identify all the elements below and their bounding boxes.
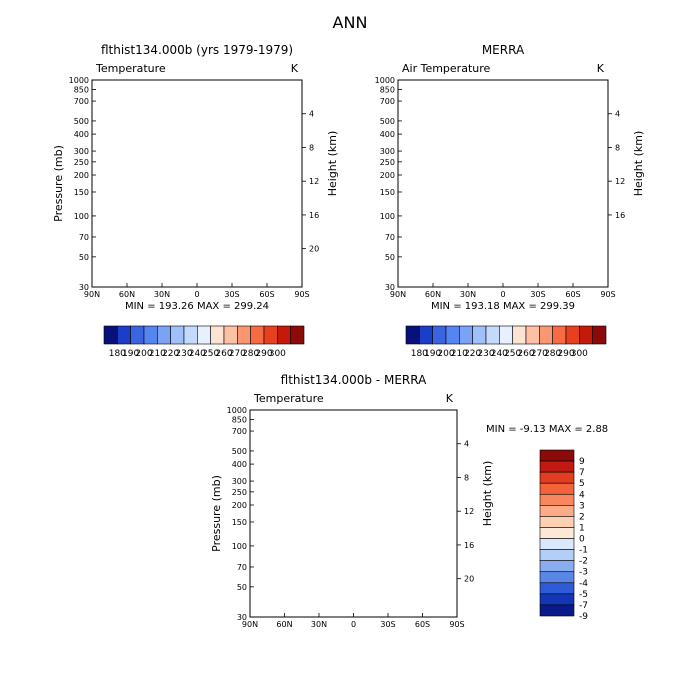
colorbar-box [263,325,278,345]
y-tick-label: 30 [79,283,89,292]
colorbar-box [290,325,305,345]
colorbar-label: 290 [255,349,272,359]
y-right-tick-label: 12 [309,177,319,186]
y-tick-label: 150 [74,188,89,197]
x-tick-label: 0 [194,290,199,299]
colorbar-box [197,325,211,345]
chart-subtitle: Temperature [95,62,166,75]
colorbar-label: 230 [175,349,192,359]
y-tick-label: 70 [79,233,89,242]
colorbar-box [277,325,291,345]
colorbar-box [183,325,198,345]
y-tick-label: 500 [74,117,89,126]
colorbar-box [210,325,225,345]
x-tick-label: 30S [224,290,239,299]
colorbar-label: 180 [109,349,126,359]
y-tick-label: 700 [74,97,89,106]
y-tick-label: 100 [74,212,89,221]
y-axis-label: Pressure (mb) [52,145,65,222]
x-tick-label: 90N [84,290,100,299]
y-tick-label: 300 [74,147,89,156]
colorbar-label: 210 [149,349,166,359]
chart-units: K [291,62,299,75]
colorbar-label: 190 [122,349,139,359]
figure-title: ANN [333,13,368,32]
colorbar-box [250,325,265,345]
y-right-tick-label: 4 [309,110,314,119]
x-tick-label: 60S [259,290,274,299]
colorbar-box [130,325,145,345]
colorbar-label: 240 [189,349,206,359]
colorbar-label: 270 [229,349,246,359]
y-tick-label: 400 [74,130,89,139]
y-right-axis-label: Height (km) [326,131,339,197]
y-right-tick-label: 20 [309,245,319,254]
stats-text: MIN = 193.26 MAX = 299.24 [125,301,269,312]
x-tick-label: 30N [154,290,170,299]
colorbar-label: 280 [242,349,259,359]
colorbar-box [157,325,171,345]
colorbar-label: 300 [269,349,286,359]
colorbar-label: 250 [202,349,219,359]
y-right-tick-label: 16 [309,211,319,220]
chart-panel-1: flthist134.000b (yrs 1979-1979) Temperatu… [52,43,339,359]
y-tick-label: 1000 [69,76,89,85]
y-tick-label: 250 [74,158,89,167]
colorbar-box [223,325,238,345]
y-right-tick-label: 8 [309,143,314,152]
colorbar-box [117,325,131,345]
x-tick-label: 60N [119,290,135,299]
y-tick-label: 50 [79,253,89,262]
x-tick-label: 90S [294,290,309,299]
plot-area [398,80,608,287]
y-tick-label: 200 [74,171,89,180]
colorbar-box [237,325,251,345]
y-tick-label: 850 [74,86,89,95]
colorbar-box [103,325,118,345]
chart-title: flthist134.000b (yrs 1979-1979) [101,43,293,57]
colorbar-box [170,325,185,345]
plot-area [92,80,302,287]
colorbar-label: 220 [162,349,179,359]
colorbar-label: 200 [135,349,152,359]
colorbar-box [143,325,158,345]
colorbar-label: 260 [215,349,232,359]
